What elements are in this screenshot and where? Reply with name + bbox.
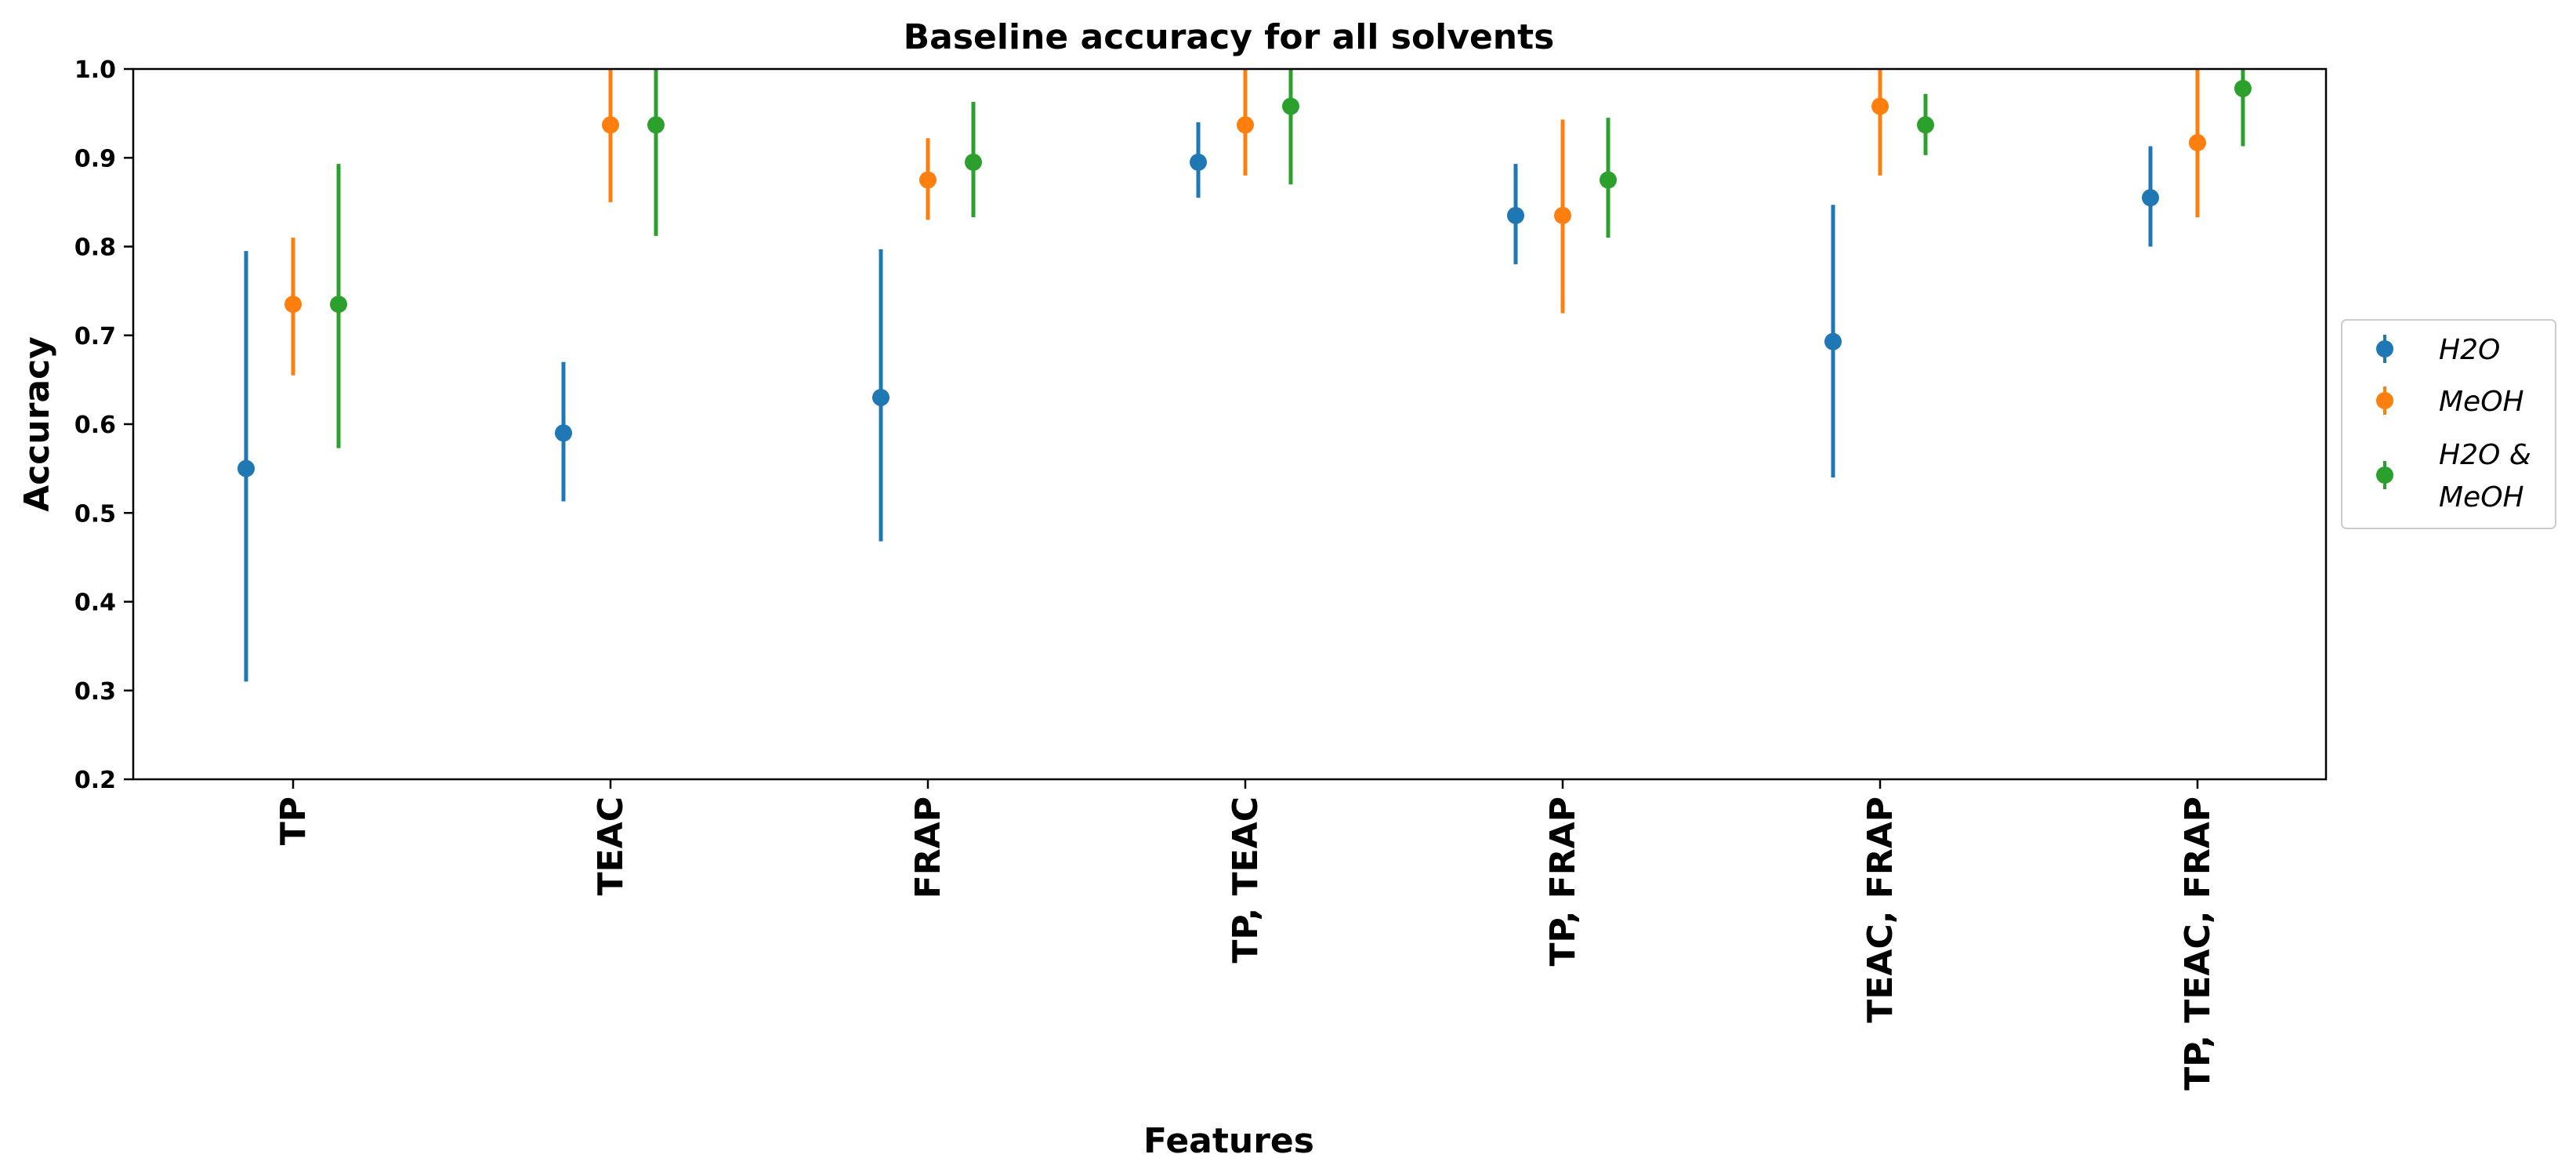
x-tick-label: TEAC, FRAP <box>1860 797 1900 1023</box>
legend-label: H2O & <box>2439 439 2531 471</box>
data-point <box>1237 116 1254 134</box>
y-tick-label: 0.4 <box>74 590 116 617</box>
y-tick-label: 0.8 <box>74 234 116 262</box>
data-point <box>2142 189 2159 207</box>
data-point <box>1190 153 1207 171</box>
y-tick-label: 0.5 <box>74 500 116 528</box>
legend-marker-point <box>2376 466 2393 484</box>
legend-label: MeOH <box>2439 481 2524 514</box>
data-point <box>1824 332 1842 350</box>
data-point <box>1507 206 1524 224</box>
legend-label: MeOH <box>2439 386 2524 418</box>
data-point <box>647 116 665 134</box>
data-point <box>237 459 255 477</box>
data-point <box>284 296 302 314</box>
series-1 <box>237 122 2159 682</box>
x-tick-label: TP, TEAC <box>1226 797 1266 964</box>
data-point <box>602 116 619 134</box>
series-2 <box>284 69 2206 376</box>
data-point <box>1871 97 1889 115</box>
data-point <box>2234 79 2252 97</box>
data-point <box>1600 171 1617 189</box>
legend-frame <box>2341 319 2556 529</box>
data-point <box>1554 206 1571 224</box>
x-tick-label: TP, FRAP <box>1543 797 1583 966</box>
legend-marker-point <box>2376 392 2393 409</box>
y-axis: 0.2 0.3 0.4 0.5 0.6 0.7 0.8 0.9 1.0 <box>74 56 133 794</box>
plot-area <box>237 69 2252 682</box>
y-tick-label: 0.3 <box>74 678 116 706</box>
data-point <box>2189 133 2206 151</box>
data-point <box>919 171 937 189</box>
data-point <box>555 424 572 442</box>
data-point <box>872 389 889 407</box>
data-point <box>965 153 982 171</box>
y-axis-label: Accuracy <box>17 336 57 512</box>
y-tick-label: 0.9 <box>74 145 116 172</box>
x-tick-label: FRAP <box>908 797 948 898</box>
legend: H2O MeOH H2O & MeOH <box>2341 319 2556 529</box>
x-tick-label: TEAC <box>591 797 631 895</box>
x-axis-label: Features <box>1143 1121 1314 1161</box>
x-tick-label: TP, TEAC, FRAP <box>2178 797 2218 1091</box>
x-tick-label: TP <box>274 797 313 845</box>
series-3 <box>330 69 2252 448</box>
y-tick-label: 1.0 <box>74 56 116 84</box>
data-point <box>1917 116 1934 134</box>
data-point <box>1282 97 1299 115</box>
y-tick-label: 0.6 <box>74 412 116 439</box>
data-point <box>330 296 347 314</box>
y-tick-label: 0.2 <box>74 767 116 794</box>
chart-title: Baseline accuracy for all solvents <box>904 17 1555 57</box>
y-tick-label: 0.7 <box>74 323 116 350</box>
legend-label: H2O <box>2439 334 2500 366</box>
plot-frame <box>132 67 2328 781</box>
x-axis: TP TEAC FRAP TP, TEAC TP, FRAP TEAC, FRAP TP, … <box>274 779 2218 1091</box>
legend-marker-point <box>2376 340 2393 358</box>
